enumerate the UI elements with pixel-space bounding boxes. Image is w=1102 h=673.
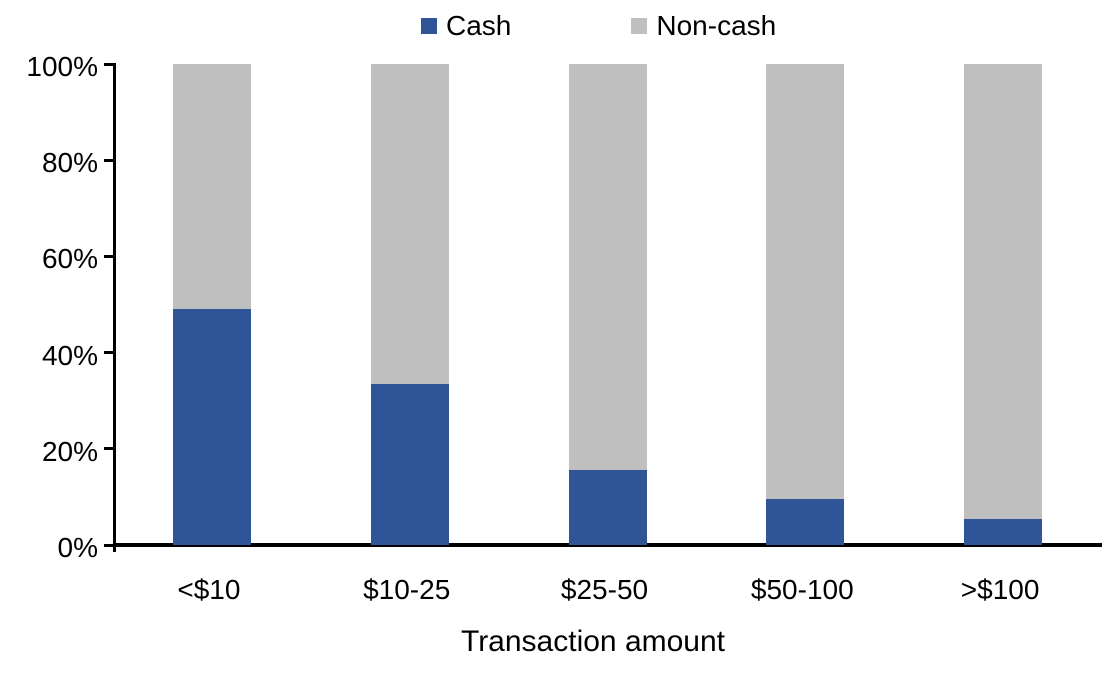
bar-segment-non-cash: [172, 64, 251, 310]
bar-segment-non-cash: [964, 64, 1043, 519]
x-axis-line: [113, 543, 1102, 547]
bar-segment-cash: [964, 518, 1043, 545]
x-axis-category-label: <$10: [177, 574, 241, 605]
y-axis-tick-label: 20%: [41, 435, 98, 467]
y-axis-tick-label: 100%: [26, 51, 98, 82]
x-axis-category-label: $10-25: [363, 574, 451, 605]
bar-segment-non-cash: [370, 64, 449, 384]
y-axis-tick-label: 80%: [41, 147, 98, 179]
y-axis-tick-label: 0%: [57, 532, 98, 563]
legend-label-non-cash: Non-cash: [656, 10, 777, 41]
y-axis-tick: [104, 62, 113, 66]
legend-item-cash: Cash: [421, 12, 511, 40]
y-axis-tick-label: 60%: [41, 243, 98, 275]
y-axis-tick: [104, 447, 113, 451]
bar-segment-non-cash: [568, 64, 647, 471]
bar-segment-cash: [568, 470, 647, 545]
cash-swatch-icon: [421, 18, 437, 34]
bar-segment-cash: [766, 499, 845, 545]
x-axis-title: Transaction amount: [460, 625, 726, 658]
y-axis-tick-label: 40%: [41, 339, 98, 371]
legend: Cash Non-cash: [421, 12, 776, 40]
legend-label-cash: Cash: [446, 10, 512, 41]
y-axis-tick: [104, 158, 113, 162]
bar-segment-non-cash: [766, 64, 845, 500]
y-axis-line: [113, 63, 116, 552]
y-axis-tick: [104, 543, 113, 547]
y-axis-tick: [104, 254, 113, 258]
legend-item-non-cash: Non-cash: [631, 12, 776, 40]
x-axis-category-label: >$100: [960, 574, 1040, 605]
bar-segment-cash: [172, 309, 251, 545]
bar-segment-cash: [370, 383, 449, 545]
x-axis-category-label: $25-50: [560, 574, 649, 605]
x-axis-category-label: $50-100: [750, 574, 854, 605]
non-cash-swatch-icon: [631, 18, 648, 34]
y-axis-tick: [104, 351, 113, 355]
